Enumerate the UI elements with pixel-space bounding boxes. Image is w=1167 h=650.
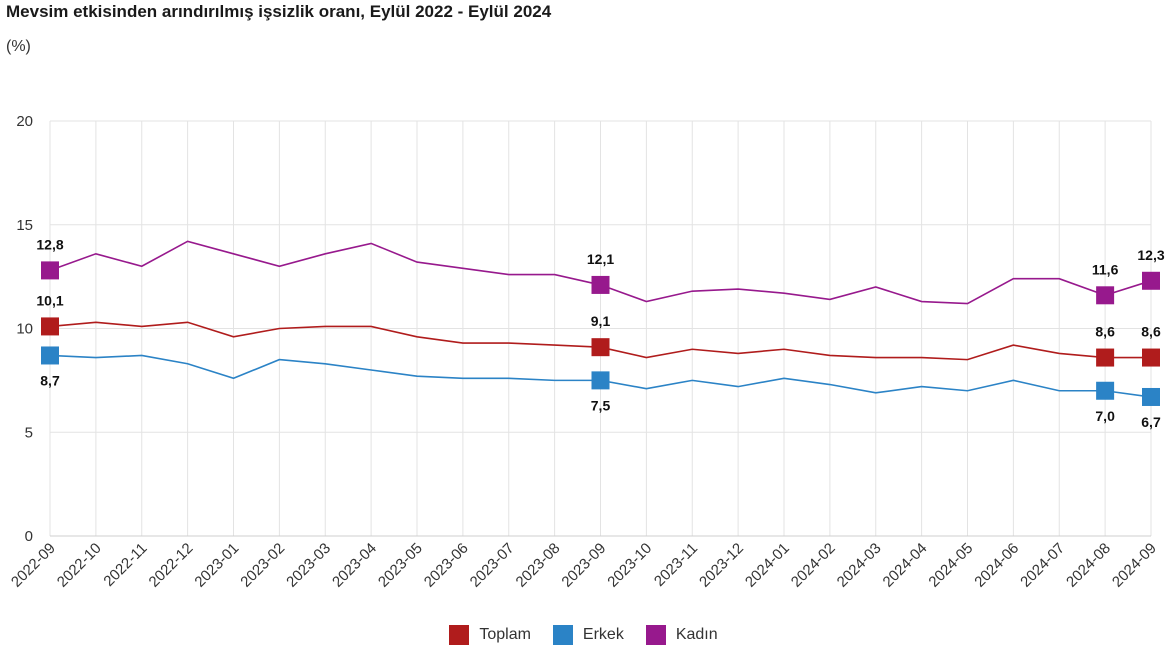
data-label-erkek: 7,5: [591, 397, 611, 413]
data-label-toplam: 9,1: [591, 313, 611, 329]
data-labels: 10,1 9,1 8,6 8,6 8,7 7,5 7,0 6,7 12,8 12,1 11,6 12,…: [36, 236, 1164, 430]
marker-kad-n: [591, 275, 610, 294]
legend-label: Erkek: [582, 626, 624, 643]
line-chart: 051015202022-092022-102022-112022-122023…: [8, 113, 1165, 591]
x-tick-label: 2024-04: [879, 540, 930, 591]
marker-toplam: [591, 338, 610, 357]
x-tick-label: 2023-03: [283, 540, 334, 591]
marker-kad-n: [1142, 271, 1160, 290]
data-label-kad-n: 12,8: [36, 236, 63, 252]
y-tick-label: 5: [25, 424, 33, 441]
x-tick-label: 2024-07: [1017, 540, 1068, 591]
legend-label: Toplam: [479, 626, 531, 643]
data-label-erkek: 8,7: [40, 372, 60, 388]
x-tick-label: 2023-09: [558, 540, 609, 591]
x-tick-label: 2022-09: [8, 540, 59, 591]
chart-unit-label: (%): [6, 38, 31, 55]
x-tick-label: 2022-11: [100, 540, 150, 590]
x-tick-label: 2022-10: [54, 540, 105, 591]
x-tick-label: 2023-04: [329, 540, 380, 591]
x-tick-label: 2023-01: [191, 540, 242, 591]
x-tick-label: 2022-12: [145, 540, 196, 591]
x-tick-label: 2023-05: [375, 540, 426, 591]
marker-erkek: [1096, 381, 1115, 400]
data-label-erkek: 7,0: [1095, 408, 1115, 424]
x-tick-label: 2024-03: [834, 540, 885, 591]
legend-item-kad-n[interactable]: Kadın: [645, 625, 718, 645]
legend-swatch: [449, 625, 470, 645]
data-label-kad-n: 12,1: [587, 251, 614, 267]
x-tick-label: 2023-07: [467, 540, 518, 591]
data-label-toplam: 8,6: [1095, 324, 1115, 340]
data-label-toplam: 10,1: [36, 292, 63, 308]
marker-kad-n: [41, 261, 59, 280]
marker-toplam: [1142, 348, 1160, 367]
legend-swatch: [552, 625, 573, 645]
chart-title: Mevsim etkisinden arındırılmış işsizlik …: [6, 2, 552, 21]
x-tick-label: 2023-11: [651, 540, 701, 590]
marker-toplam: [41, 317, 59, 336]
legend-swatch: [645, 625, 666, 645]
x-tick-label: 2024-01: [742, 540, 793, 591]
x-tick-label: 2024-09: [1109, 540, 1160, 591]
x-tick-label: 2024-08: [1063, 540, 1114, 591]
y-tick-label: 10: [16, 321, 33, 338]
data-label-erkek: 6,7: [1141, 414, 1161, 430]
axes: 051015202022-092022-102022-112022-122023…: [8, 113, 1160, 591]
marker-toplam: [1096, 348, 1115, 367]
data-label-kad-n: 11,6: [1092, 261, 1119, 277]
x-tick-label: 2024-06: [971, 540, 1022, 591]
y-tick-label: 0: [25, 528, 33, 545]
marker-erkek: [1142, 387, 1160, 406]
marker-erkek: [591, 371, 610, 390]
legend: Toplam Erkek Kadın: [0, 625, 1167, 645]
x-tick-label: 2024-02: [788, 540, 839, 591]
y-tick-label: 20: [16, 113, 33, 130]
x-tick-label: 2024-05: [925, 540, 976, 591]
y-tick-label: 15: [16, 217, 33, 234]
x-tick-label: 2023-02: [237, 540, 288, 591]
x-tick-label: 2023-10: [604, 540, 655, 591]
x-tick-label: 2023-08: [512, 540, 563, 591]
data-label-toplam: 8,6: [1141, 324, 1161, 340]
legend-label: Kadın: [675, 626, 718, 643]
x-tick-label: 2023-06: [421, 540, 472, 591]
point-markers: [41, 261, 1160, 406]
marker-erkek: [41, 346, 59, 365]
data-label-kad-n: 12,3: [1137, 247, 1164, 263]
legend-item-erkek[interactable]: Erkek: [552, 625, 624, 645]
x-tick-label: 2023-12: [696, 540, 747, 591]
marker-kad-n: [1096, 286, 1115, 305]
legend-item-toplam[interactable]: Toplam: [449, 625, 531, 645]
